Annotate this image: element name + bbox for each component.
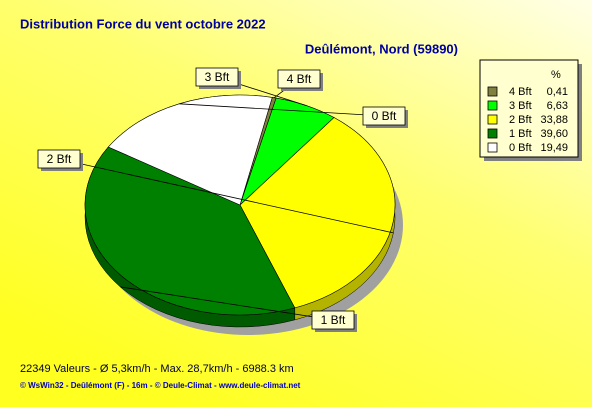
slice	[239, 117, 396, 309]
label-leader	[120, 286, 334, 321]
label-leader	[58, 158, 394, 234]
legend-value: 19,49	[540, 142, 568, 154]
legend-swatch	[487, 128, 498, 139]
label-box	[37, 149, 81, 169]
legend-value: 39,60	[540, 128, 568, 140]
legend-swatch	[487, 86, 498, 97]
legend-header: %	[551, 69, 561, 81]
legend-label: 2 Bft	[509, 114, 532, 126]
legend-swatch	[487, 114, 498, 125]
legend-label: 0 Bft	[509, 142, 532, 154]
footer-stats: 22349 Valeurs - Ø 5,3km/h - Max. 28,7km/…	[20, 363, 294, 375]
label-box	[362, 106, 406, 126]
slice-label: 3 Bft	[205, 70, 230, 84]
slice-label: 0 Bft	[372, 109, 397, 123]
label-leader	[179, 103, 385, 117]
label-box	[311, 310, 355, 330]
label-box	[277, 69, 321, 89]
legend-swatch	[487, 100, 498, 111]
legend-value: 33,88	[540, 114, 568, 126]
chart-subtitle: Deûlémont, Nord (59890)	[305, 41, 458, 56]
slice-label: 1 Bft	[321, 313, 346, 327]
label-box	[195, 67, 239, 87]
legend-label: 4 Bft	[509, 86, 532, 98]
chart-title: Distribution Force du vent octobre 2022	[20, 16, 266, 31]
legend-label: 3 Bft	[509, 100, 532, 112]
legend-value: 6,63	[547, 100, 568, 112]
legend-value: 0,41	[547, 86, 568, 98]
slice	[84, 146, 296, 316]
slice-label: 2 Bft	[47, 152, 72, 166]
legend-swatch	[487, 142, 498, 153]
footer-credits: © WsWin32 - Deûlémont (F) - 16m - © Deul…	[20, 381, 301, 390]
slice-label: 4 Bft	[287, 72, 312, 86]
legend-label: 1 Bft	[509, 128, 532, 140]
